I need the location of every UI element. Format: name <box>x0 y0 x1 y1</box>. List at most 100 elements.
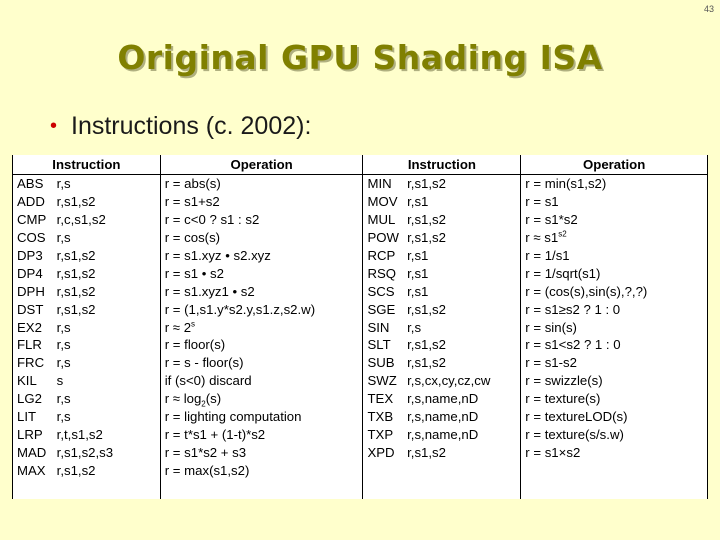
table-row: KIL s if (s<0) discard SWZ r,s,cx,cy,cz,cw… <box>12 371 708 390</box>
opcode: DST <box>17 301 44 317</box>
operation-text: r = s1<s2 ? 1 : 0 <box>525 337 621 353</box>
operation-cell: r = floor(s) <box>159 336 364 354</box>
operation-text: r = 1/s1 <box>525 248 570 263</box>
operation-cell: r = texture(s) <box>520 389 708 408</box>
opcode: KIL <box>17 373 37 389</box>
opcode: SUB <box>367 355 395 371</box>
opcode: MUL <box>367 212 396 228</box>
table-row: MAD r,s1,s2,s3 r = s1*s2 + s3 XPD r,s1,s2 r… <box>12 443 708 462</box>
operands: r,s,name,nD <box>407 426 479 442</box>
table-row: ADD r,s1,s2 r = s1+s2 MOV r,s1 r = s1 <box>12 192 708 211</box>
operands: r,s <box>407 319 422 335</box>
operation-text: r = t*s1 + (1-t)*s2 <box>164 426 266 442</box>
operands: r,s <box>56 355 71 371</box>
instruction-cell: DP4 r,s1,s2 <box>12 264 161 283</box>
instruction-cell <box>362 461 522 500</box>
operation-text: r = 1/sqrt(s1) <box>525 265 601 281</box>
instruction-cell: LG2 r,s <box>12 389 161 408</box>
instruction-cell: XPD r,s1,s2 <box>362 443 522 462</box>
operation-cell: r = s1-s2 <box>520 353 708 372</box>
operation-text: r = s1*s2 + s3 <box>164 444 247 460</box>
operands: r,s1,s2 <box>407 444 446 460</box>
operation-cell: r = s1×s2 <box>520 443 708 462</box>
opcode: LIT <box>17 409 37 425</box>
operation-cell: r = max(s1,s2) <box>159 461 364 500</box>
opcode: TEX <box>367 391 394 407</box>
table-row: LIT r,s r = lighting computation TXB r,s,n… <box>12 407 708 426</box>
instruction-cell: SCS r,s1 <box>362 282 522 301</box>
table-row: FLR r,s r = floor(s) SLT r,s1,s2 r = s1<s2 … <box>12 336 708 354</box>
operands: r,s1,s2 <box>407 176 446 192</box>
operands: r,s <box>56 176 71 192</box>
operands: r,s1,s2 <box>407 230 446 246</box>
operation-text: r = lighting computation <box>164 409 302 425</box>
operation-text: r = texture(s/s.w) <box>525 426 624 442</box>
operands: r,s <box>56 391 71 407</box>
operands: r,s1,s2 <box>56 194 96 210</box>
header-instruction-1: Instruction <box>12 155 161 175</box>
operation-text: r = (1,s1.y*s2.y,s1.z,s2.w) <box>164 301 316 317</box>
table-row: FRC r,s r = s - floor(s) SUB r,s1,s2 r = s1… <box>12 353 708 372</box>
operation-text: r = s1.xyz1 • s2 <box>164 283 255 299</box>
operands: r,s <box>56 409 71 425</box>
operation-tail: (s) <box>205 391 222 407</box>
operation-subscript: 2 <box>201 399 206 409</box>
instruction-cell: TXB r,s,name,nD <box>362 407 522 426</box>
opcode: SLT <box>367 337 391 353</box>
instruction-cell: MUL r,s1,s2 <box>362 210 522 229</box>
opcode: DP4 <box>17 265 43 281</box>
header-instruction-2: Instruction <box>362 155 522 175</box>
instruction-cell: CMP r,c,s1,s2 <box>12 210 161 229</box>
opcode: XPD <box>367 444 395 460</box>
opcode: RCP <box>367 248 396 263</box>
instruction-cell: RSQ r,s1 <box>362 264 522 283</box>
instruction-cell: SWZ r,s,cx,cy,cz,cw <box>362 371 522 390</box>
operation-cell: r = cos(s) <box>159 228 364 247</box>
operation-text: r = swizzle(s) <box>525 373 603 389</box>
operands: r,t,s1,s2 <box>56 426 103 442</box>
operation-cell: r ≈ log2(s) <box>159 389 364 409</box>
isa-table: Instruction Operation Instruction Operat… <box>12 155 708 500</box>
operation-cell: r = s1 <box>520 192 708 211</box>
opcode: FRC <box>17 355 45 371</box>
table-row: MAX r,s1,s2 r = max(s1,s2) <box>12 461 708 500</box>
operands: r,s1,s2 <box>407 301 446 317</box>
operation-text: r = s1+s2 <box>164 194 220 210</box>
table-row: DPH r,s1,s2 r = s1.xyz1 • s2 SCS r,s1 r = (… <box>12 282 708 301</box>
operands: r,s1,s2 <box>56 462 96 478</box>
instruction-cell: TEX r,s,name,nD <box>362 389 522 408</box>
operands: r,s <box>56 337 71 353</box>
table-row: CMP r,c,s1,s2 r = c<0 ? s1 : s2 MUL r,s1,s… <box>12 210 708 229</box>
instruction-cell: DST r,s1,s2 <box>12 300 161 319</box>
opcode: FLR <box>17 337 42 353</box>
opcode: MIN <box>367 176 392 192</box>
operation-text: r = s1 • s2 <box>164 265 224 281</box>
operation-cell: r = min(s1,s2) <box>520 174 708 193</box>
bullet-text: Instructions (c. 2002): <box>71 112 312 140</box>
operation-text: r ≈ 2 <box>164 319 192 335</box>
opcode: SGE <box>367 301 396 317</box>
operation-text: r = s1.xyz • s2.xyz <box>164 248 271 263</box>
instruction-cell: LRP r,t,s1,s2 <box>12 425 161 444</box>
instruction-cell: KIL s <box>12 371 161 390</box>
opcode: LG2 <box>17 391 42 407</box>
instruction-cell: TXP r,s,name,nD <box>362 425 522 444</box>
operation-cell: r = (cos(s),sin(s),?,?) <box>520 282 708 301</box>
instruction-cell: DPH r,s1,s2 <box>12 282 161 301</box>
opcode: SCS <box>367 283 395 299</box>
operation-cell: r = s1+s2 <box>159 192 364 211</box>
opcode: LRP <box>17 426 43 442</box>
bullet-dot-icon: • <box>50 115 58 137</box>
operands: r,s1 <box>407 194 429 210</box>
opcode: POW <box>367 230 399 246</box>
operation-cell: r = 1/sqrt(s1) <box>520 264 708 283</box>
operation-text: r = textureLOD(s) <box>525 409 628 425</box>
operation-cell: r = sin(s) <box>520 318 708 337</box>
operation-text: r = min(s1,s2) <box>525 176 607 192</box>
operation-text: r = floor(s) <box>164 337 226 353</box>
operation-cell: r = s1<s2 ? 1 : 0 <box>520 336 708 354</box>
instruction-cell: ABS r,s <box>12 174 161 193</box>
opcode: TXP <box>367 426 394 442</box>
operation-cell: r = c<0 ? s1 : s2 <box>159 210 364 229</box>
instruction-cell: MAX r,s1,s2 <box>12 461 161 500</box>
